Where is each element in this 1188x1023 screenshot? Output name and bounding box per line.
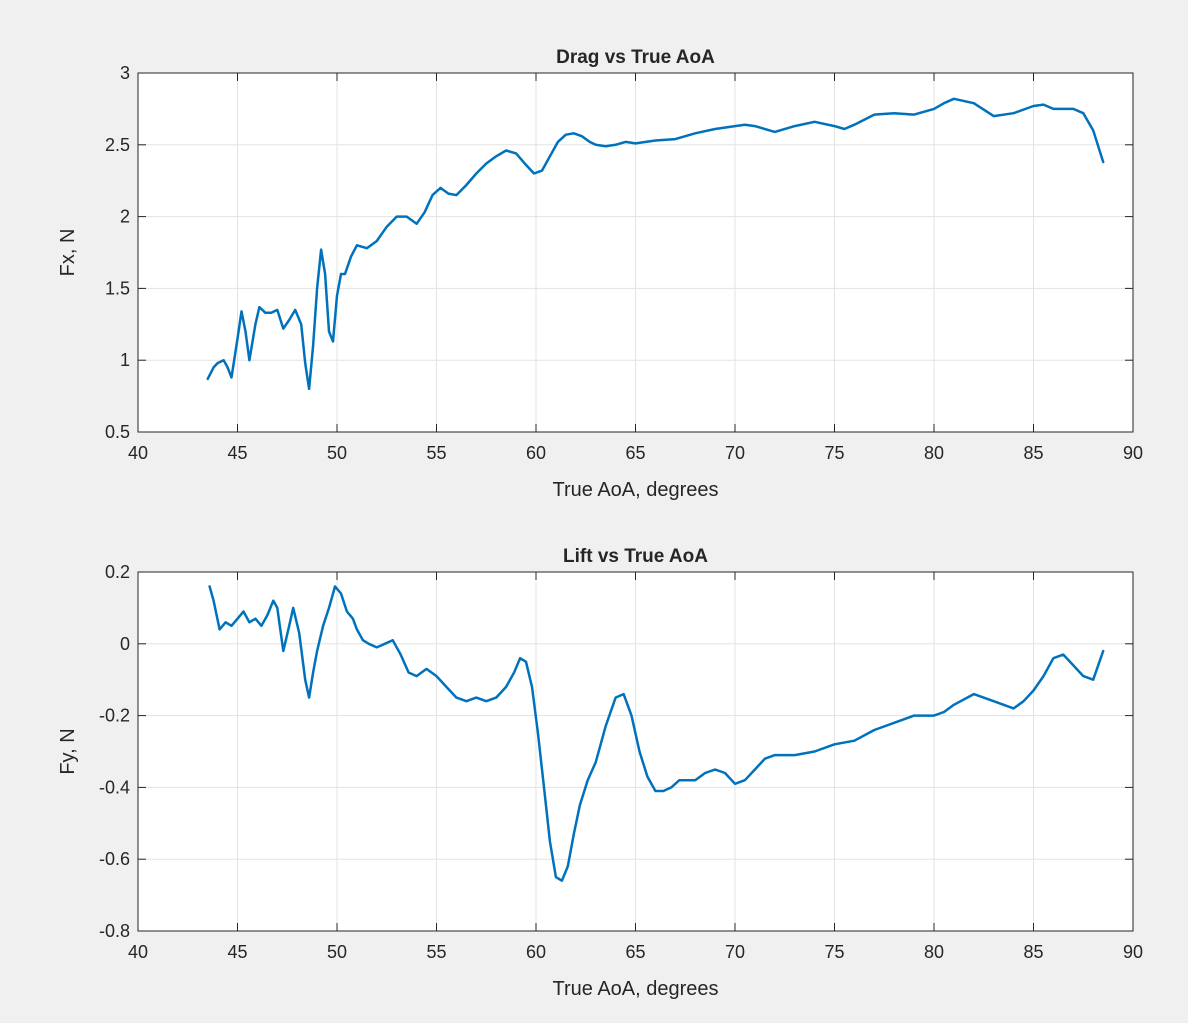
drag-x-tick-label: 70 bbox=[725, 443, 745, 463]
drag-y-axis-label: Fx, N bbox=[57, 229, 79, 277]
drag-axes: 40 45 50 55 60 65 70 75 80 85 90 0.5 1 1.5 2 2.5 3 Drag… bbox=[57, 47, 1143, 501]
lift-y-tick-label: -0.4 bbox=[99, 777, 130, 797]
drag-x-ticks: 40 45 50 55 60 65 70 75 80 85 90 bbox=[128, 73, 1143, 463]
drag-axes-border bbox=[137, 72, 1134, 433]
lift-x-tick-label: 90 bbox=[1123, 942, 1143, 962]
lift-grid bbox=[138, 572, 1133, 931]
lift-x-tick-label: 65 bbox=[625, 942, 645, 962]
lift-x-axis-label: True AoA, degrees bbox=[552, 978, 718, 1000]
drag-y-tick-label: 1.5 bbox=[105, 278, 130, 298]
lift-y-ticks: -0.8 -0.6 -0.4 -0.2 0 0.2 bbox=[99, 562, 1133, 941]
lift-y-tick-label: 0 bbox=[120, 634, 130, 654]
lift-x-tick-label: 70 bbox=[725, 942, 745, 962]
drag-x-tick-label: 85 bbox=[1023, 443, 1043, 463]
drag-x-tick-label: 55 bbox=[426, 443, 446, 463]
drag-x-tick-label: 80 bbox=[924, 443, 944, 463]
drag-y-tick-label: 2 bbox=[120, 207, 130, 227]
drag-x-axis-label: True AoA, degrees bbox=[552, 479, 718, 501]
drag-y-tick-label: 3 bbox=[120, 63, 130, 83]
lift-series-line bbox=[208, 585, 1105, 882]
lift-y-tick-label: -0.6 bbox=[99, 849, 130, 869]
lift-axes-border bbox=[137, 571, 1134, 932]
lift-axes: 40 45 50 55 60 65 70 75 80 85 90 -0.8 -0.6 -0.4 -0.2 0… bbox=[57, 546, 1143, 1000]
lift-x-tick-label: 75 bbox=[824, 942, 844, 962]
drag-y-tick-label: 2.5 bbox=[105, 135, 130, 155]
lift-y-tick-label: -0.8 bbox=[99, 921, 130, 941]
drag-x-tick-label: 40 bbox=[128, 443, 148, 463]
drag-x-tick-label: 75 bbox=[824, 443, 844, 463]
lift-x-ticks: 40 45 50 55 60 65 70 75 80 85 90 bbox=[128, 572, 1143, 962]
lift-x-tick-label: 50 bbox=[327, 942, 347, 962]
drag-x-tick-label: 60 bbox=[526, 443, 546, 463]
lift-x-tick-label: 80 bbox=[924, 942, 944, 962]
drag-series-line bbox=[206, 97, 1105, 391]
lift-y-axis-label: Fy, N bbox=[57, 728, 79, 774]
drag-y-ticks: 0.5 1 1.5 2 2.5 3 bbox=[105, 63, 1133, 442]
drag-x-tick-label: 90 bbox=[1123, 443, 1143, 463]
lift-x-tick-label: 45 bbox=[227, 942, 247, 962]
drag-chart-title: Drag vs True AoA bbox=[556, 47, 715, 68]
drag-y-tick-label: 1 bbox=[120, 350, 130, 370]
lift-x-tick-label: 85 bbox=[1023, 942, 1043, 962]
drag-x-tick-label: 65 bbox=[625, 443, 645, 463]
drag-x-tick-label: 50 bbox=[327, 443, 347, 463]
lift-y-tick-label: -0.2 bbox=[99, 706, 130, 726]
lift-x-tick-label: 60 bbox=[526, 942, 546, 962]
lift-chart-title: Lift vs True AoA bbox=[563, 546, 708, 567]
lift-y-tick-label: 0.2 bbox=[105, 562, 130, 582]
drag-x-tick-label: 45 bbox=[227, 443, 247, 463]
drag-y-tick-label: 0.5 bbox=[105, 422, 130, 442]
lift-x-tick-label: 55 bbox=[426, 942, 446, 962]
lift-x-tick-label: 40 bbox=[128, 942, 148, 962]
